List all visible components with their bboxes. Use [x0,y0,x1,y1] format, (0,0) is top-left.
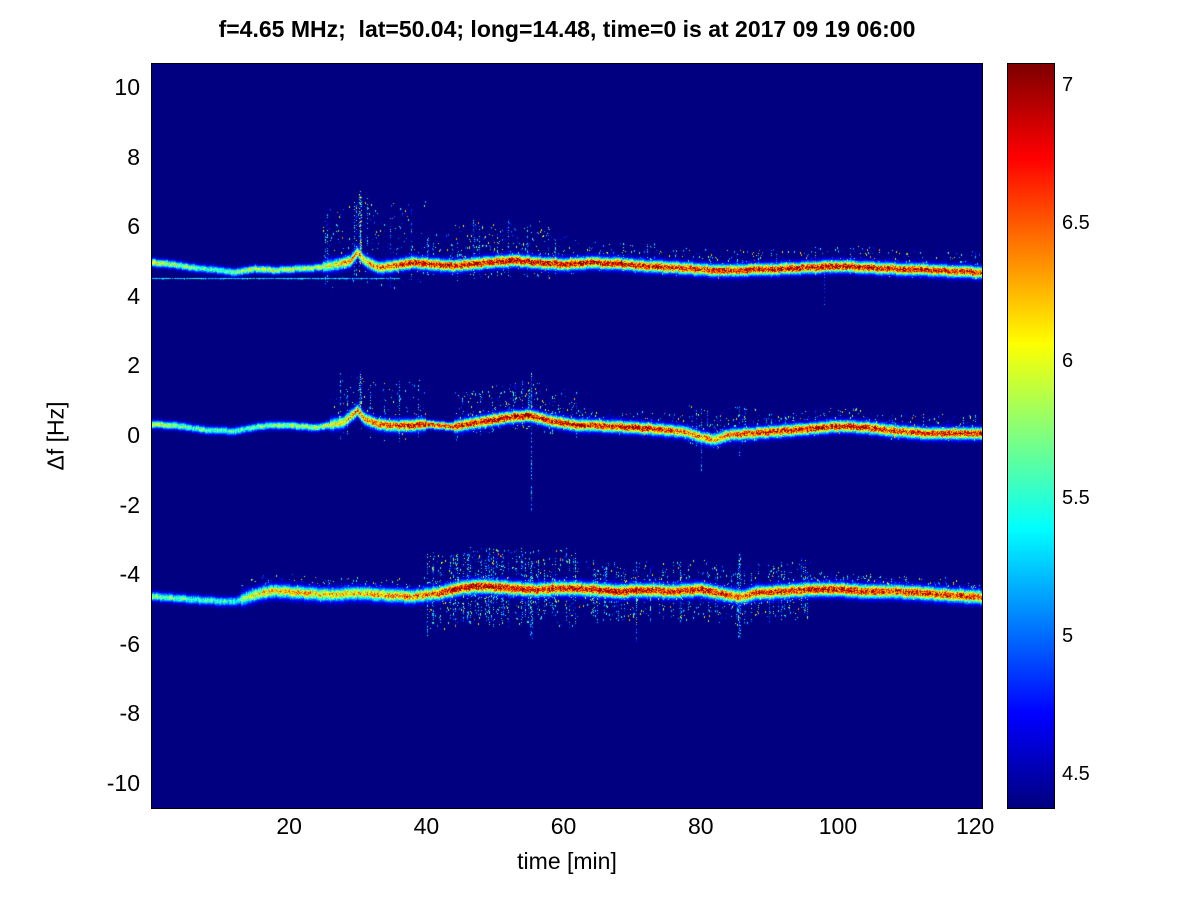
colorbar-tick-label: 6 [1062,349,1074,372]
y-tick-label: -10 [106,769,140,796]
y-tick-label: -8 [119,700,140,727]
x-tick-label: 100 [818,813,858,839]
chart-title: f=4.65 MHz; lat=50.04; long=14.48, time=… [218,16,916,42]
x-tick-label: 40 [413,813,440,839]
x-tick-label: 60 [550,813,577,839]
y-tick-label: 10 [114,74,140,101]
x-axis-label: time [min] [517,848,617,874]
x-tick-label: 120 [955,813,995,839]
y-tick-label: 2 [127,352,140,379]
y-tick-label: 4 [127,282,140,309]
colorbar-tick-label: 6.5 [1062,211,1090,234]
colorbar-canvas [1008,64,1054,808]
y-tick-label: -6 [119,630,140,657]
x-tick-label: 80 [687,813,714,839]
y-tick-label: -4 [119,561,140,588]
colorbar-tick-label: 5.5 [1062,487,1090,510]
y-tick-label: -2 [119,491,140,518]
spectrogram-canvas [152,64,982,808]
colorbar [1007,63,1055,809]
plot-area [151,63,983,809]
x-tick-label: 20 [276,813,302,839]
colorbar-tick-label: 5 [1062,625,1074,648]
y-tick-label: 0 [127,422,140,448]
y-tick-label: 8 [127,143,140,170]
colorbar-tick-label: 4.5 [1062,762,1090,785]
y-tick-label: 6 [127,213,140,240]
colorbar-tick-label: 7 [1062,74,1074,97]
